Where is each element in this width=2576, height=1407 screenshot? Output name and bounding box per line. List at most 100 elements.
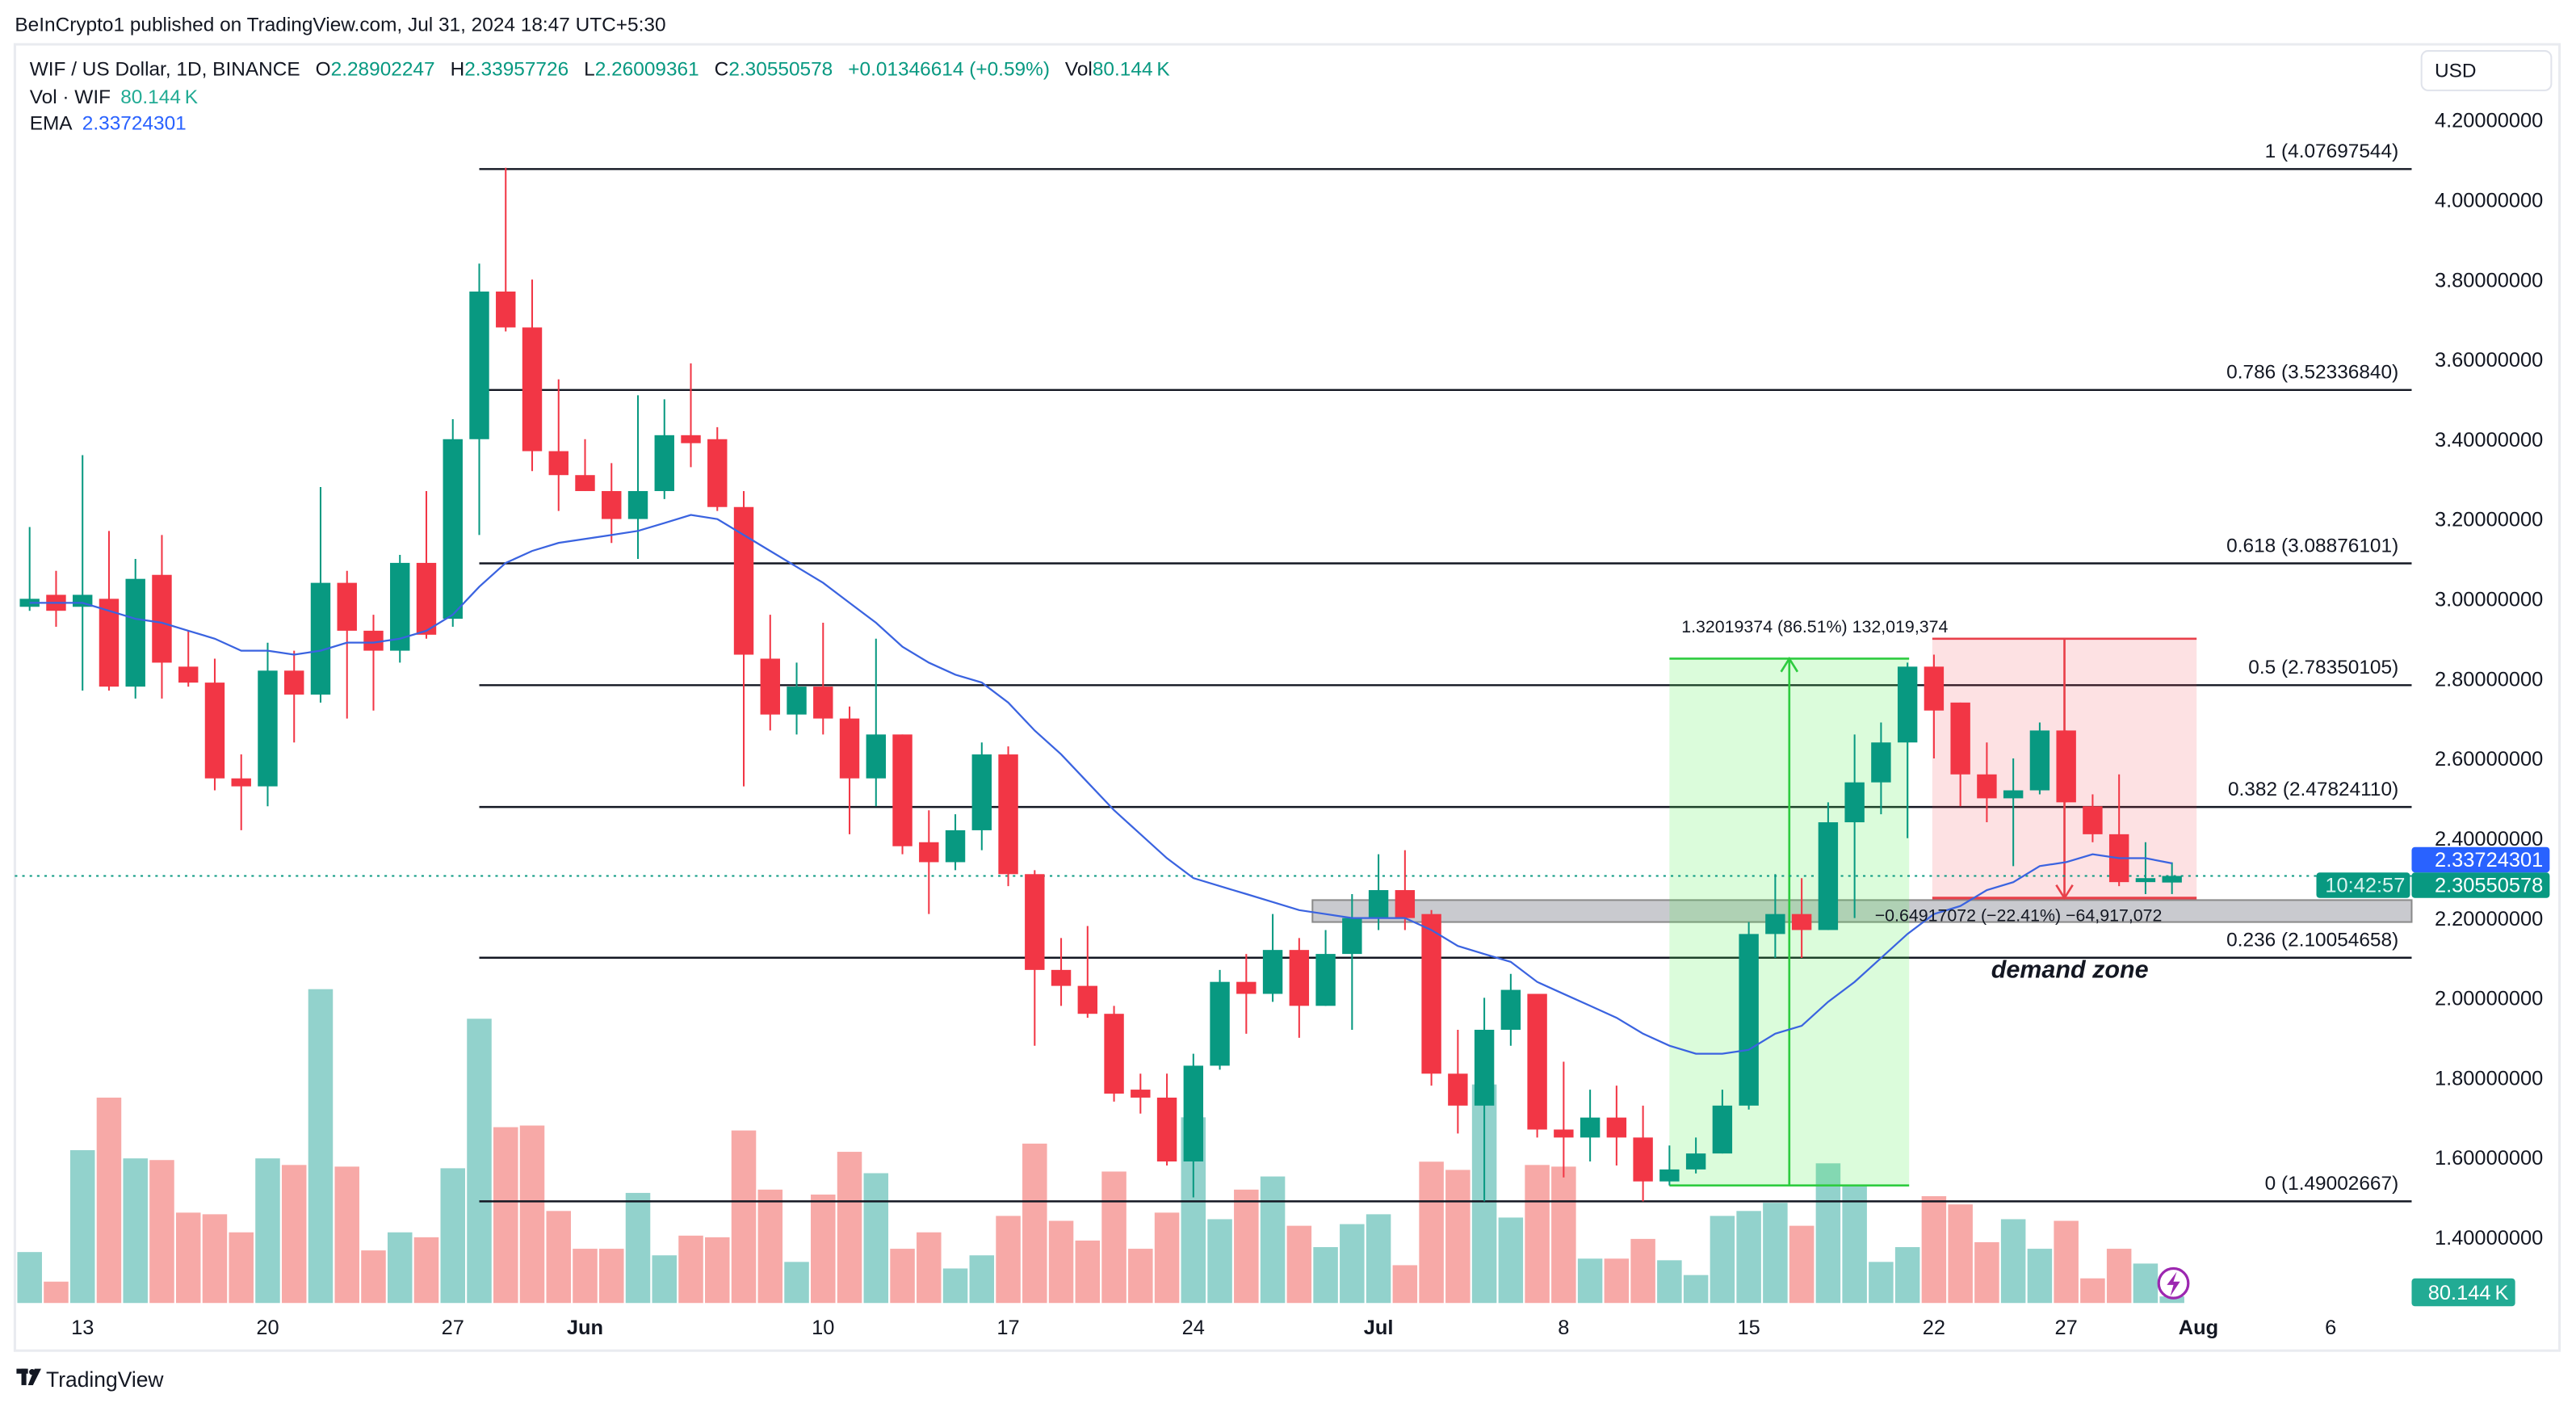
- candle[interactable]: [681, 363, 701, 468]
- candle[interactable]: [496, 167, 516, 332]
- candle[interactable]: [258, 642, 278, 807]
- candle[interactable]: [1183, 1053, 1204, 1198]
- candle-body: [2135, 878, 2156, 883]
- candle[interactable]: [2029, 722, 2050, 795]
- publish-line: BeInCrypto1 published on TradingView.com…: [15, 15, 665, 36]
- price-axis-label: 3.40000000: [2435, 429, 2543, 452]
- candle[interactable]: [1871, 722, 1891, 815]
- candle[interactable]: [522, 279, 543, 472]
- volume-bar: [2080, 1278, 2105, 1304]
- candle-body: [681, 435, 701, 443]
- candle[interactable]: [1210, 969, 1230, 1070]
- candle[interactable]: [707, 426, 728, 511]
- candle[interactable]: [1131, 1073, 1151, 1114]
- currency-button[interactable]: USD: [2420, 50, 2553, 91]
- candle[interactable]: [1395, 850, 1416, 930]
- candle[interactable]: [1791, 878, 1812, 959]
- candle[interactable]: [971, 742, 992, 850]
- candle[interactable]: [1897, 662, 1918, 838]
- candle[interactable]: [1739, 922, 1759, 1110]
- candle[interactable]: [363, 615, 384, 711]
- volume-bar: [1234, 1189, 1259, 1304]
- candle[interactable]: [1844, 734, 1865, 918]
- candle[interactable]: [2056, 730, 2076, 803]
- candle[interactable]: [1342, 893, 1362, 1030]
- candle[interactable]: [1818, 802, 1839, 930]
- candle[interactable]: [1659, 1145, 1680, 1186]
- candle[interactable]: [1500, 973, 1521, 1046]
- candle[interactable]: [548, 379, 568, 511]
- candle[interactable]: [575, 439, 595, 491]
- candle[interactable]: [1633, 1105, 1653, 1202]
- candle[interactable]: [284, 650, 304, 743]
- candle[interactable]: [1315, 930, 1336, 1006]
- candle[interactable]: [1712, 1090, 1733, 1154]
- candle[interactable]: [1527, 993, 1547, 1138]
- candle[interactable]: [813, 623, 833, 735]
- candle-body: [1077, 985, 1098, 1014]
- candle[interactable]: [1051, 938, 1072, 1006]
- candle[interactable]: [1474, 998, 1495, 1202]
- candle[interactable]: [231, 754, 251, 830]
- volume-tag-value: 80.144 K: [2428, 1282, 2509, 1304]
- candle[interactable]: [1765, 874, 1785, 959]
- volume-bar: [281, 1165, 307, 1304]
- candle[interactable]: [998, 746, 1018, 887]
- volume-bar: [1445, 1170, 1471, 1304]
- candle[interactable]: [1262, 914, 1283, 1002]
- candle[interactable]: [416, 490, 437, 639]
- candle[interactable]: [1977, 742, 1997, 823]
- lightning-icon[interactable]: [2157, 1266, 2190, 1300]
- demand-zone-rect[interactable]: [1311, 899, 2413, 923]
- candle[interactable]: [1554, 1061, 1574, 1178]
- legend-open: 2.28902247: [331, 59, 435, 81]
- candle[interactable]: [1156, 1073, 1177, 1166]
- candle[interactable]: [443, 419, 463, 627]
- volume-bar: [493, 1127, 518, 1304]
- candle[interactable]: [866, 638, 886, 807]
- bar-countdown-bg: [2316, 872, 2410, 898]
- candle[interactable]: [1606, 1086, 1627, 1166]
- candle[interactable]: [2083, 794, 2103, 842]
- candle[interactable]: [1104, 1006, 1124, 1102]
- candle[interactable]: [1289, 938, 1310, 1038]
- candle[interactable]: [919, 810, 939, 914]
- candle[interactable]: [310, 487, 331, 703]
- candle[interactable]: [839, 706, 860, 834]
- candle[interactable]: [2135, 842, 2156, 894]
- candle[interactable]: [2003, 758, 2024, 867]
- candle[interactable]: [1077, 926, 1098, 1018]
- legend-volume-indicator[interactable]: Vol · WIF 80.144 K: [30, 86, 198, 108]
- candle[interactable]: [204, 658, 225, 791]
- candle[interactable]: [654, 399, 674, 499]
- ema-line[interactable]: [29, 514, 2172, 1055]
- candle[interactable]: [1685, 1137, 1706, 1174]
- candle[interactable]: [469, 263, 489, 536]
- candle[interactable]: [1950, 702, 1970, 807]
- candle[interactable]: [1924, 654, 1945, 758]
- volume-bar: [1842, 1186, 1867, 1304]
- candle[interactable]: [152, 535, 172, 699]
- candle[interactable]: [760, 615, 780, 731]
- fib-level-label: 0 (1.49002667): [2265, 1173, 2399, 1195]
- candle[interactable]: [178, 630, 199, 687]
- candle-body: [1871, 742, 1891, 783]
- candle[interactable]: [2162, 862, 2182, 894]
- candle[interactable]: [1580, 1090, 1601, 1161]
- candle[interactable]: [1448, 1029, 1468, 1134]
- candle[interactable]: [390, 555, 410, 663]
- candle[interactable]: [1236, 954, 1257, 1034]
- volume-bar: [1577, 1258, 1603, 1304]
- candle[interactable]: [1025, 870, 1045, 1046]
- candle[interactable]: [892, 734, 913, 855]
- candle[interactable]: [787, 662, 807, 735]
- legend-ema-indicator[interactable]: EMA 2.33724301: [30, 113, 187, 135]
- candle-body: [1712, 1105, 1733, 1154]
- candle-body: [363, 630, 384, 651]
- candle[interactable]: [602, 463, 622, 544]
- candle[interactable]: [945, 814, 966, 871]
- candle[interactable]: [337, 570, 357, 719]
- candle[interactable]: [1421, 909, 1441, 1086]
- candle[interactable]: [125, 558, 145, 699]
